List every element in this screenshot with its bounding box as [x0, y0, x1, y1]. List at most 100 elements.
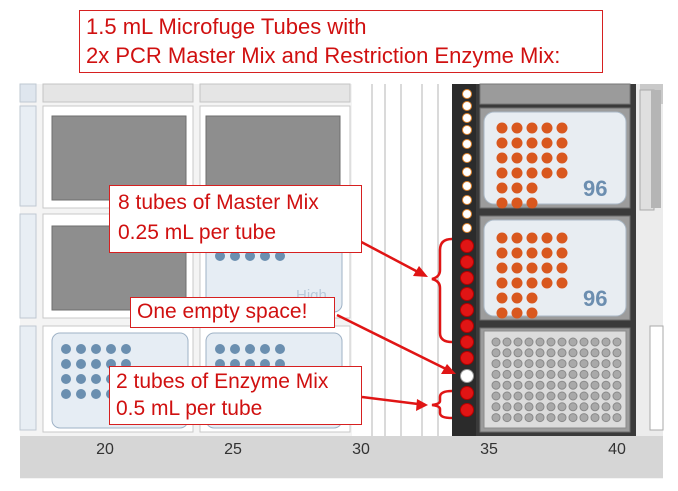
blue-well — [91, 374, 101, 384]
orange-well — [526, 182, 538, 194]
grey-well — [546, 391, 556, 401]
empty-tube-slot — [460, 369, 474, 383]
orange-well — [526, 152, 538, 164]
grey-well — [524, 391, 534, 401]
grey-well — [513, 413, 523, 423]
grey-well — [568, 413, 578, 423]
grey-well — [491, 402, 501, 412]
orange-well — [511, 197, 523, 209]
grey-well — [579, 413, 589, 423]
blue-well — [76, 359, 86, 369]
orange-well — [526, 307, 538, 319]
orange-well — [496, 307, 508, 319]
orange-well — [541, 122, 553, 134]
blue-well — [91, 389, 101, 399]
deck-axis-strip — [20, 436, 663, 478]
tube-slot-small — [462, 125, 472, 135]
grey-well — [557, 348, 567, 358]
orange-well — [541, 262, 553, 274]
orange-well — [541, 137, 553, 149]
grey-well — [612, 413, 622, 423]
grey-well — [590, 402, 600, 412]
grey-well — [502, 369, 512, 379]
deck-slot-column-left[interactable] — [19, 83, 37, 431]
orange-well — [526, 167, 538, 179]
plate-96-label-middle: 96 — [583, 286, 607, 311]
grey-well — [502, 380, 512, 390]
grey-well — [568, 380, 578, 390]
grey-well — [601, 391, 611, 401]
grey-well — [502, 391, 512, 401]
grey-well — [601, 337, 611, 347]
grey-well — [568, 337, 578, 347]
grey-well — [491, 391, 501, 401]
grey-well — [590, 413, 600, 423]
grey-well — [601, 369, 611, 379]
plate-96-label-top: 96 — [583, 176, 607, 201]
grey-well — [579, 369, 589, 379]
enzyme-mix-line-2: 0.5 mL per tube — [116, 397, 263, 420]
axis-label-25: 25 — [224, 441, 242, 458]
axis-label-20: 20 — [96, 441, 114, 458]
orange-well — [541, 247, 553, 259]
grey-well — [524, 337, 534, 347]
axis-label-35: 35 — [480, 441, 498, 458]
blue-well — [61, 359, 71, 369]
deck-slot-column-40[interactable] — [636, 84, 664, 436]
orange-well — [496, 232, 508, 244]
blue-well — [61, 344, 71, 354]
grey-well — [590, 337, 600, 347]
grey-well — [546, 380, 556, 390]
master-mix-tube — [460, 335, 474, 349]
empty-space-text: One empty space! — [137, 300, 308, 323]
axis-label-40: 40 — [608, 441, 626, 458]
grey-well — [579, 402, 589, 412]
grey-well — [579, 337, 589, 347]
grey-well — [502, 402, 512, 412]
grey-well — [590, 380, 600, 390]
grey-well — [579, 380, 589, 390]
grey-well — [513, 369, 523, 379]
blue-well — [215, 251, 225, 261]
grey-well — [612, 402, 622, 412]
orange-well — [541, 232, 553, 244]
grey-well — [524, 380, 534, 390]
grey-well — [601, 402, 611, 412]
grey-well — [491, 359, 501, 369]
master-mix-tube — [460, 271, 474, 285]
grey-well — [546, 369, 556, 379]
orange-well — [556, 137, 568, 149]
tube-slot-small — [462, 113, 472, 123]
grey-well — [491, 369, 501, 379]
grey-well — [568, 359, 578, 369]
grey-well — [568, 391, 578, 401]
orange-well — [496, 122, 508, 134]
enzyme-mix-callout: 2 tubes of Enzyme Mix 0.5 mL per tube — [109, 366, 362, 425]
blue-well — [106, 344, 116, 354]
tube-slot-small — [462, 153, 472, 163]
master-mix-callout: 8 tubes of Master Mix 0.25 mL per tube — [109, 185, 362, 253]
grey-well — [557, 391, 567, 401]
grey-well — [502, 359, 512, 369]
orange-well — [556, 232, 568, 244]
grey-well — [568, 348, 578, 358]
axis-label-30: 30 — [352, 441, 370, 458]
master-mix-tube — [460, 255, 474, 269]
orange-well — [511, 277, 523, 289]
orange-well — [526, 137, 538, 149]
tube-slot-small — [462, 167, 472, 177]
blue-well — [245, 344, 255, 354]
grey-well — [590, 359, 600, 369]
grey-well — [557, 413, 567, 423]
grey-well — [568, 369, 578, 379]
orange-well — [556, 152, 568, 164]
grey-well — [557, 337, 567, 347]
orange-well — [496, 277, 508, 289]
blue-well — [121, 344, 131, 354]
blue-well — [91, 344, 101, 354]
blue-well — [61, 389, 71, 399]
tube-slots[interactable] — [460, 89, 474, 417]
grey-well — [612, 380, 622, 390]
grey-well — [612, 337, 622, 347]
grey-well — [513, 380, 523, 390]
